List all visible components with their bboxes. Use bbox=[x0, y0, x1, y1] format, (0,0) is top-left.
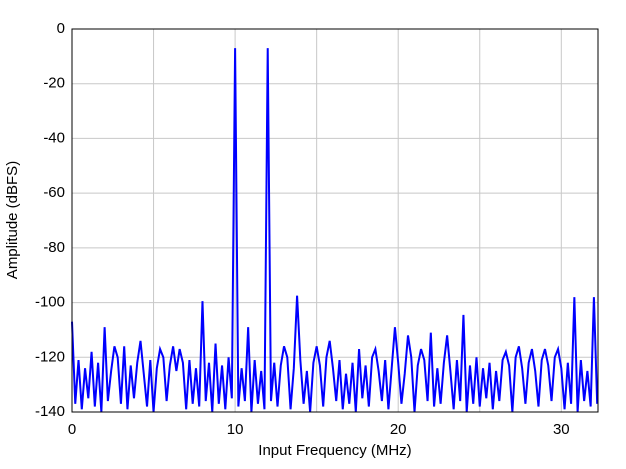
y-tick-label: -120 bbox=[35, 348, 65, 365]
y-tick-label: -40 bbox=[43, 129, 65, 146]
x-tick-label: 10 bbox=[227, 421, 244, 438]
x-tick-label: 0 bbox=[68, 421, 76, 438]
y-tick-label: -20 bbox=[43, 75, 65, 92]
spectrum-line bbox=[71, 48, 599, 413]
y-tick-label: -140 bbox=[35, 403, 65, 420]
y-tick-label: -100 bbox=[35, 294, 65, 311]
plot-border bbox=[71, 28, 599, 413]
x-tick-label: 20 bbox=[390, 421, 407, 438]
y-axis-title: Amplitude (dBFS) bbox=[4, 161, 21, 279]
y-tick-label: -60 bbox=[43, 184, 65, 201]
x-tick-label: 30 bbox=[553, 421, 570, 438]
y-tick-label: -80 bbox=[43, 239, 65, 256]
x-axis-title: Input Frequency (MHz) bbox=[258, 442, 411, 459]
y-tick-label: 0 bbox=[57, 20, 65, 37]
